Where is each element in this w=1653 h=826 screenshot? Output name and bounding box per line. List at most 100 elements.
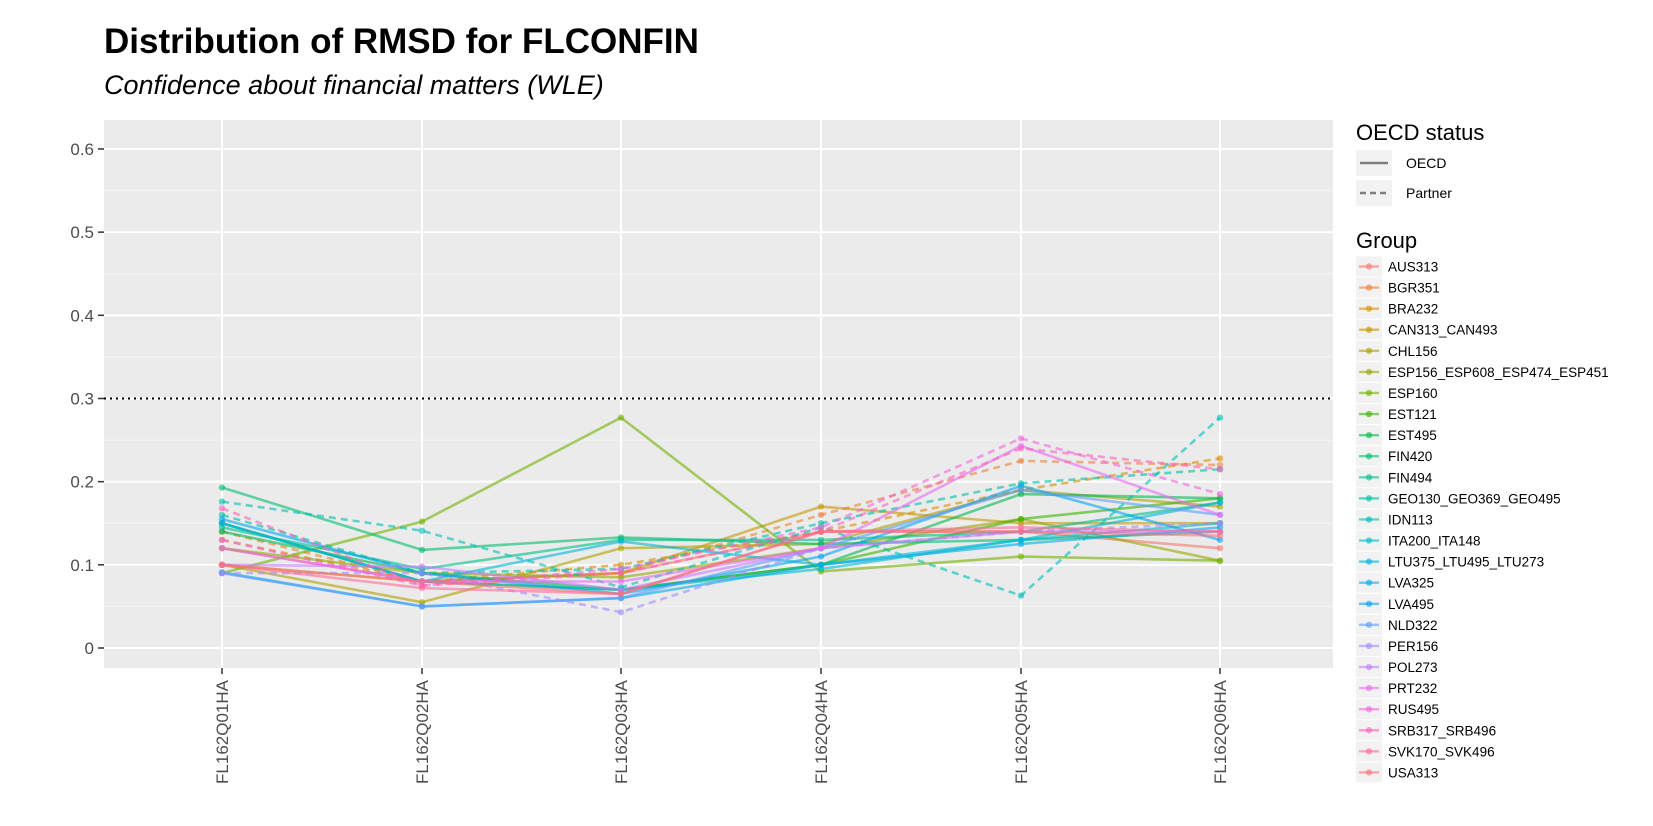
y-tick-label: 0.4 [70, 306, 94, 325]
y-tick-label: 0.2 [70, 473, 94, 492]
legend-group-label: GEO130_GEO369_GEO495 [1388, 491, 1561, 506]
legend-point-key [1365, 474, 1373, 481]
data-point [617, 609, 625, 616]
series-line [221, 447, 1221, 587]
data-point [1017, 445, 1025, 452]
data-point [1216, 511, 1224, 519]
legend-point-key [1365, 410, 1373, 418]
data-point [617, 578, 625, 585]
data-point [218, 561, 226, 568]
data-point [617, 414, 625, 421]
legend-point-key [1365, 368, 1373, 376]
series-line [221, 488, 1221, 608]
series-line [221, 444, 1221, 583]
legend-point-key [1365, 537, 1373, 544]
y-tick-label: 0.1 [70, 556, 94, 575]
legend-point-key [1365, 516, 1373, 523]
data-point [218, 515, 226, 523]
data-point [817, 503, 825, 510]
data-point [1017, 457, 1025, 465]
data-point [1216, 557, 1224, 564]
legend-group-label: AUS313 [1388, 260, 1438, 275]
data-point [617, 590, 625, 598]
legend-group-label: USA313 [1388, 765, 1438, 780]
legend-group-label: BGR351 [1388, 281, 1440, 296]
grid-minor [104, 190, 1333, 607]
legend-point-key [1365, 642, 1373, 650]
legend-point-key [1365, 453, 1373, 460]
data-point [1017, 528, 1025, 535]
data-point [617, 569, 625, 577]
legend-point-key [1365, 347, 1373, 355]
legend-group-label: POL273 [1388, 660, 1438, 675]
data-point [418, 546, 426, 554]
legend-point-key [1365, 305, 1373, 312]
data-point [218, 569, 226, 577]
data-point [1216, 490, 1224, 498]
data-point [1017, 515, 1025, 523]
data-point [418, 578, 426, 585]
y-tick-label: 0.6 [70, 140, 94, 159]
data-point [1216, 520, 1224, 527]
y-tick-label: 0.5 [70, 223, 94, 242]
data-point [218, 536, 226, 544]
legend-point-key [1365, 284, 1373, 291]
x-tick-label: FL162Q02HA [413, 679, 432, 784]
data-point [218, 484, 226, 491]
legend-point-key [1365, 600, 1373, 607]
data-point [218, 498, 226, 505]
legend-point-key [1365, 263, 1373, 270]
series-line [221, 416, 1221, 597]
data-point [617, 538, 625, 545]
legend-point-key [1365, 495, 1373, 502]
data-point [418, 603, 426, 610]
x-axis: FL162Q01HA FL162Q02HA FL162Q03HA FL162Q04HA… [213, 668, 1230, 784]
data-point [418, 518, 426, 525]
legend-group-label: FIN420 [1388, 449, 1432, 464]
data-point [1216, 532, 1224, 539]
legend-point-key [1365, 663, 1373, 671]
legend-group-label: LTU375_LTU495_LTU273 [1388, 555, 1544, 570]
data-point [218, 545, 226, 552]
data-point [1216, 466, 1224, 473]
legend-group-label: ESP156_ESP608_ESP474_ESP451 [1388, 365, 1609, 380]
x-tick-label: FL162Q01HA [213, 679, 232, 784]
data-point [1216, 455, 1224, 462]
legend-group-label: ESP160 [1388, 386, 1438, 401]
data-point [817, 536, 825, 544]
legend-group-title: Group [1356, 228, 1417, 253]
legend-group-label: CHL156 [1388, 344, 1438, 359]
legend-group-label: RUS495 [1388, 702, 1439, 717]
series-line [221, 501, 1221, 583]
plot-panel [104, 120, 1333, 668]
legend-group-label: PER156 [1388, 639, 1438, 654]
chart-subtitle: Confidence about financial matters (WLE) [104, 70, 604, 100]
data-point [817, 528, 825, 535]
legend-point-key [1365, 389, 1373, 397]
series-line [221, 459, 1221, 583]
data-point [617, 545, 625, 552]
data-point [1017, 592, 1025, 599]
x-tick-label: FL162Q04HA [812, 679, 831, 784]
data-point [1216, 499, 1224, 506]
legend-group: Group AUS313 BGR351 BRA232 CAN313_CAN493 CHL1… [1356, 228, 1609, 783]
data-point [418, 569, 426, 577]
y-tick-label: 0 [85, 639, 94, 658]
data-point [418, 527, 426, 534]
legend-group-label: CAN313_CAN493 [1388, 323, 1498, 338]
legend-point-key [1365, 326, 1373, 333]
legend-group-label: IDN113 [1388, 512, 1433, 527]
legend-group-label: LVA495 [1388, 597, 1434, 612]
legend-group-label: LVA325 [1388, 576, 1434, 591]
x-tick-label: FL162Q03HA [612, 679, 631, 784]
legend-point-key [1365, 579, 1373, 586]
legend-group-label: FIN494 [1388, 470, 1433, 485]
legend-oecd-status: OECD status OECD Partner [1356, 120, 1484, 206]
data-point [418, 563, 426, 570]
data-point [817, 545, 825, 552]
legend-group-label: ITA200_ITA148 [1388, 534, 1481, 549]
data-point [1017, 486, 1025, 494]
series-layer [218, 414, 1224, 616]
data-point [817, 561, 825, 568]
